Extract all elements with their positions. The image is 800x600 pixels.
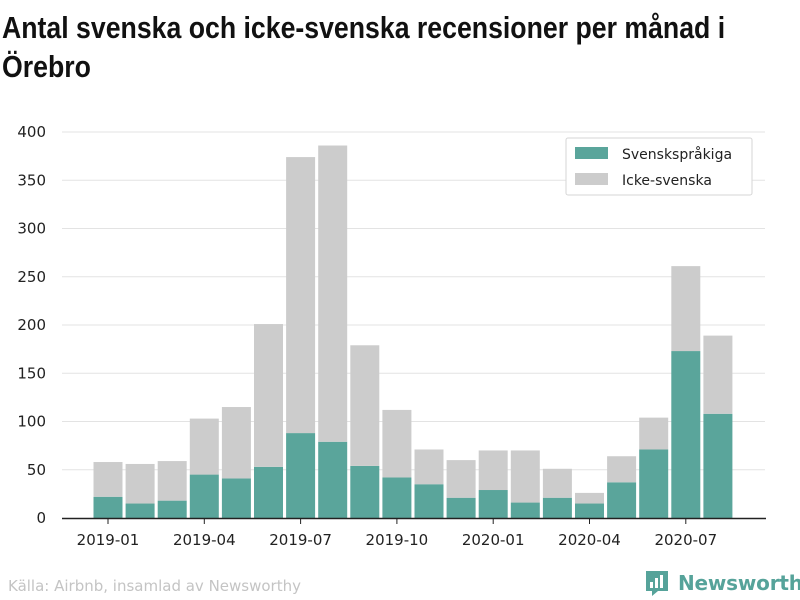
legend-swatch [575,173,608,185]
bar-icke-svenska [382,409,412,478]
bar-svenskspråkiga [318,441,348,518]
source-note: Källa: Airbnb, insamlad av Newsworthy [8,577,301,595]
bar-icke-svenska [575,492,604,504]
y-tick-label: 0 [36,509,46,527]
legend-box [565,137,753,196]
bar-icke-svenska [478,450,508,491]
x-tick-label: 2019-07 [269,531,332,549]
newsworthy-logo-icon [646,571,668,596]
bar-icke-svenska [286,157,316,434]
y-tick-label: 50 [27,461,46,479]
bar-icke-svenska [639,417,669,450]
y-tick-label: 400 [17,123,46,141]
x-tick-label: 2020-01 [462,531,525,549]
bar-icke-svenska [542,468,572,498]
x-tick-label: 2019-10 [366,531,429,549]
x-axis: 2019-01 2019-04 2019-07 2019-10 2020-01 2020-… [77,518,717,549]
bar-svenskspråkiga [157,500,187,518]
y-tick-label: 250 [17,268,46,286]
x-tick-label: 2020-07 [654,531,717,549]
brand-name: Newsworthy [678,571,800,595]
bar-svenskspråkiga [350,465,380,518]
bar-icke-svenska [703,335,733,414]
x-tick-label: 2020-04 [558,531,621,549]
bar-icke-svenska [93,462,123,497]
legend-label: Icke-svenska [622,173,712,189]
legend-label: Svenskspråkiga [622,146,732,163]
y-tick-label: 100 [17,413,46,431]
bar-icke-svenska [221,407,251,479]
x-tick-label: 2019-04 [173,531,236,549]
bar-icke-svenska [125,463,155,504]
bar-icke-svenska [414,449,444,485]
bar-svenskspråkiga [446,497,476,518]
bar-icke-svenska [446,460,476,498]
legend-swatch [575,147,608,159]
bar-svenskspråkiga [575,503,604,518]
legend: Svenskspråkiga Icke-svenska [565,137,753,196]
brand-logo: Newsworthy [644,568,800,598]
y-tick-label: 350 [17,171,46,189]
bar-icke-svenska [607,456,637,483]
bar-svenskspråkiga [510,502,540,518]
bar-icke-svenska [157,461,187,501]
bar-svenskspråkiga [671,351,701,518]
y-axis: 0 50 100 150 200 250 300 350 400 [17,123,46,527]
y-tick-label: 300 [17,220,46,238]
bar-svenskspråkiga [639,449,669,518]
bar-svenskspråkiga [93,496,123,518]
chart-title: Antal svenska och icke-svenska recension… [2,10,726,84]
bar-svenskspråkiga [254,466,283,518]
bar-icke-svenska [254,324,283,467]
bar-svenskspråkiga [703,413,733,518]
bar-svenskspråkiga [478,490,508,518]
bar-icke-svenska [189,418,219,475]
y-tick-label: 200 [17,316,46,334]
bar-icke-svenska [350,345,380,466]
bar-icke-svenska [510,450,540,503]
bar-svenskspråkiga [382,477,412,518]
y-tick-label: 150 [17,364,46,382]
bars [93,145,733,518]
bar-svenskspråkiga [125,503,155,518]
bar-icke-svenska [318,145,348,442]
bar-svenskspråkiga [221,478,251,518]
bar-svenskspråkiga [414,484,444,518]
bar-svenskspråkiga [607,482,637,518]
bar-icke-svenska [671,266,701,352]
bar-svenskspråkiga [542,497,572,518]
bar-svenskspråkiga [189,474,219,518]
bar-svenskspråkiga [286,433,316,518]
x-tick-label: 2019-01 [77,531,140,549]
